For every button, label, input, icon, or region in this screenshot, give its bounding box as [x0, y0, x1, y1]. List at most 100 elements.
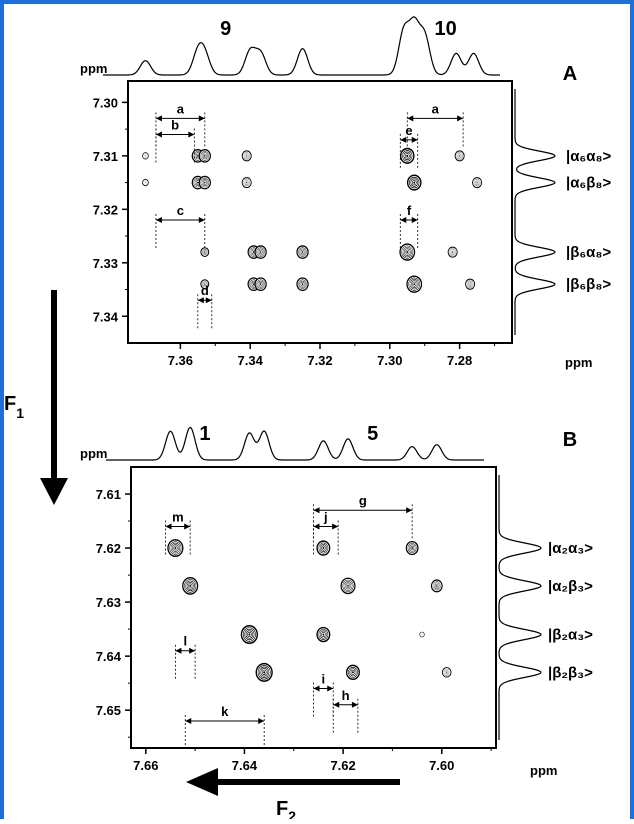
- peak-contour: [411, 281, 418, 288]
- x-tick-label: 7.32: [307, 353, 332, 368]
- y-tick-label: 7.30: [93, 95, 118, 110]
- coupling-annotation: m: [165, 509, 191, 555]
- annotation-arrowhead: [165, 523, 172, 530]
- peak: [405, 540, 419, 556]
- peak-contour: [403, 247, 412, 257]
- projection-top-trace: [103, 16, 500, 76]
- peak-contour: [412, 180, 417, 185]
- annotation-arrowhead: [333, 701, 340, 708]
- peak-contour: [430, 579, 443, 593]
- peak-contour: [247, 632, 252, 637]
- peak-contour: [456, 152, 463, 160]
- annotation-arrowhead: [205, 297, 212, 304]
- peak-contour: [244, 180, 249, 186]
- annotation-label: a: [432, 101, 440, 116]
- peak-contour: [319, 629, 328, 640]
- peak: [142, 178, 149, 187]
- annotation-label: c: [177, 203, 184, 218]
- group-label: 9: [220, 18, 231, 40]
- peak-contour: [351, 670, 355, 675]
- state-label: |β₂α₃>: [548, 627, 593, 644]
- peak-contour: [199, 150, 210, 162]
- peak: [454, 150, 465, 162]
- peak-contour: [409, 177, 419, 188]
- peak-contour: [466, 279, 475, 289]
- peak-contour: [401, 246, 413, 259]
- ppm-label-bottom: ppm: [530, 763, 557, 778]
- plot-frame: [127, 80, 513, 344]
- peak-contour: [173, 546, 178, 550]
- peak-contour: [300, 250, 305, 254]
- peak-contour: [466, 280, 474, 288]
- peak-contour: [203, 250, 207, 254]
- peak-contour: [405, 250, 409, 254]
- annotation-label: f: [407, 203, 412, 218]
- peak-contour: [473, 178, 482, 188]
- peak-contour: [254, 245, 267, 259]
- peak-contour: [441, 667, 452, 678]
- peak: [296, 245, 309, 259]
- peak-contour: [188, 584, 192, 588]
- coupling-annotation: f: [399, 203, 419, 249]
- ppm-label-top: ppm: [80, 446, 107, 461]
- peak-contour: [404, 152, 411, 160]
- annotation-label: h: [342, 688, 350, 703]
- peak-contour: [316, 626, 331, 643]
- peak-contour: [419, 632, 425, 637]
- peak-contour: [142, 153, 149, 159]
- peak-contour: [201, 248, 209, 256]
- peak-contour: [319, 543, 328, 553]
- f2-axis-arrow: [186, 768, 400, 796]
- peak-contour: [246, 631, 253, 638]
- peak: [198, 175, 211, 190]
- peak-contour: [407, 276, 421, 292]
- peak-contour: [468, 282, 472, 286]
- peak-contour: [299, 249, 306, 256]
- y-tick-label: 7.33: [93, 256, 118, 271]
- annotation-arrowhead: [155, 131, 162, 138]
- peak-contour: [349, 669, 356, 676]
- peak-contour: [172, 544, 179, 552]
- annotation-label: m: [172, 509, 184, 524]
- peak-contour: [448, 247, 457, 257]
- peak-contour: [347, 666, 359, 679]
- peak: [254, 245, 267, 259]
- peak-contour: [257, 281, 264, 288]
- annotation-arrowhead: [406, 507, 413, 514]
- peak-contour: [202, 281, 208, 287]
- peak-contour: [410, 546, 414, 550]
- peak-contour: [185, 581, 195, 591]
- peak-contour: [144, 154, 147, 158]
- coupling-annotation: c: [155, 203, 206, 249]
- annotation-arrowhead: [175, 647, 182, 654]
- peak-contour: [467, 281, 473, 287]
- peak: [430, 579, 443, 593]
- panel-letter: B: [563, 429, 577, 451]
- peak-contour: [435, 584, 439, 588]
- y-tick-label: 7.62: [96, 541, 121, 556]
- peak: [441, 667, 452, 678]
- peak-contour: [202, 152, 208, 159]
- y-tick-label: 7.31: [93, 149, 118, 164]
- peak-contour: [433, 581, 441, 590]
- peak-contour: [447, 246, 458, 258]
- peak-contour: [243, 179, 250, 187]
- projection-right-trace: [498, 475, 542, 740]
- f1-axis-arrow: [40, 290, 68, 505]
- peak-contour: [256, 279, 265, 289]
- peak: [472, 177, 483, 189]
- y-tick-label: 7.61: [96, 487, 121, 502]
- annotation-arrowhead: [197, 297, 204, 304]
- peak-contour: [241, 150, 252, 162]
- peak-contour: [241, 177, 252, 189]
- state-label: |α₂β₃>: [548, 578, 593, 595]
- peak-contour: [299, 281, 306, 288]
- peak-contour: [169, 541, 181, 555]
- peak-contour: [445, 670, 448, 674]
- peak-contour: [442, 668, 451, 677]
- peak-contour: [444, 669, 449, 675]
- peak: [406, 174, 422, 191]
- x-tick-label: 7.34: [238, 353, 264, 368]
- x-tick-label: 7.30: [377, 353, 402, 368]
